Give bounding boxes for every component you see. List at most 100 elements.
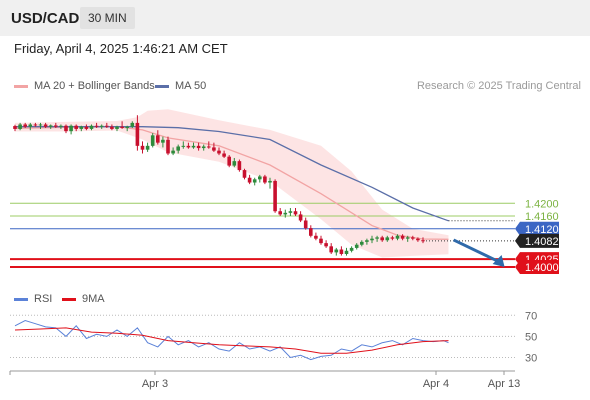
candle	[156, 130, 160, 145]
candle-body	[207, 146, 211, 148]
ma50-label: MA 50	[175, 80, 207, 92]
rsi-ma-swatch	[62, 297, 76, 301]
candle-body	[380, 237, 384, 241]
candle-body	[416, 238, 420, 241]
candle	[263, 174, 267, 185]
candle-body	[79, 126, 84, 129]
candle-body	[354, 244, 359, 248]
candle-body	[222, 153, 226, 157]
candle-body	[84, 126, 89, 129]
candle	[334, 247, 339, 256]
candle	[400, 234, 405, 241]
candle	[237, 159, 242, 172]
candle-body	[212, 147, 216, 151]
candle-body	[242, 170, 247, 178]
candle	[28, 122, 33, 131]
time-tick-label: Apr 3	[142, 378, 168, 390]
candle-body	[314, 235, 318, 239]
candle-body	[349, 247, 354, 251]
candle	[110, 124, 114, 131]
candle-body	[360, 241, 364, 245]
candle	[324, 240, 328, 248]
candle-body	[339, 249, 344, 254]
candle-body	[273, 180, 277, 212]
level-tag-5	[515, 260, 559, 275]
candle-body	[283, 212, 288, 215]
candle	[247, 174, 252, 185]
candle-body	[43, 124, 48, 127]
candle	[84, 124, 89, 131]
candle	[120, 121, 124, 129]
candle	[232, 157, 237, 168]
candle-body	[201, 146, 206, 149]
candle-body	[319, 238, 323, 244]
interval-badge[interactable]: 30 MIN	[80, 7, 135, 29]
candle	[94, 122, 99, 128]
candle	[390, 235, 395, 241]
candle-body	[411, 237, 415, 239]
candle	[298, 211, 303, 223]
candle-body	[13, 126, 17, 129]
candle	[105, 122, 109, 128]
rsi-tick-label: 70	[525, 310, 537, 322]
candle	[395, 234, 400, 241]
candle	[385, 235, 390, 242]
candle-body	[263, 176, 267, 183]
candle	[278, 208, 282, 217]
time-tick-label: Apr 4	[423, 378, 449, 390]
candle	[166, 136, 170, 156]
candle	[329, 243, 333, 254]
candle-body	[181, 145, 186, 147]
candle	[59, 124, 63, 129]
candle-body	[99, 125, 104, 127]
candle	[23, 122, 27, 128]
candle	[242, 168, 247, 180]
candle-body	[329, 246, 333, 253]
candle	[288, 208, 293, 217]
candle	[125, 125, 129, 132]
candle	[349, 246, 354, 253]
candle	[186, 142, 191, 149]
ma20-label: MA 20 + Bollinger Bands	[34, 80, 155, 92]
candle-body	[237, 161, 242, 171]
candle	[212, 142, 216, 152]
candle-body	[247, 177, 252, 183]
candle	[79, 125, 84, 132]
ma20-swatch	[14, 84, 28, 88]
candle-body	[64, 125, 68, 132]
symbol-title: USD/CAD	[11, 10, 80, 27]
candle-body	[258, 176, 262, 180]
rsi-ma-line	[14, 327, 449, 354]
candle-body	[400, 235, 405, 239]
candle	[48, 124, 53, 129]
candle-body	[324, 243, 328, 247]
candle	[33, 122, 38, 127]
candle-body	[161, 139, 165, 143]
level-label-1: 1.4160	[525, 211, 559, 223]
legend-ma50: MA 50	[155, 80, 206, 92]
candle	[69, 124, 73, 135]
candle-body	[298, 214, 303, 221]
candle	[258, 174, 262, 183]
candle	[130, 121, 135, 128]
candle-body	[105, 125, 109, 127]
candle	[207, 141, 211, 149]
candle-body	[54, 125, 58, 127]
candle-body	[232, 161, 237, 166]
candle	[99, 124, 104, 129]
candle-body	[69, 125, 73, 132]
candle-body	[196, 145, 201, 149]
legend-rsi-ma: 9MA	[62, 293, 105, 305]
legend-ma20: MA 20 + Bollinger Bands	[14, 80, 155, 92]
candle	[64, 124, 68, 134]
candle	[54, 122, 58, 128]
candle	[196, 142, 201, 151]
candle	[405, 235, 410, 242]
candle	[339, 246, 344, 256]
candle-body	[130, 122, 135, 127]
candle	[135, 115, 140, 151]
candle	[13, 124, 17, 132]
candle-body	[370, 238, 374, 241]
candle-body	[186, 145, 191, 148]
